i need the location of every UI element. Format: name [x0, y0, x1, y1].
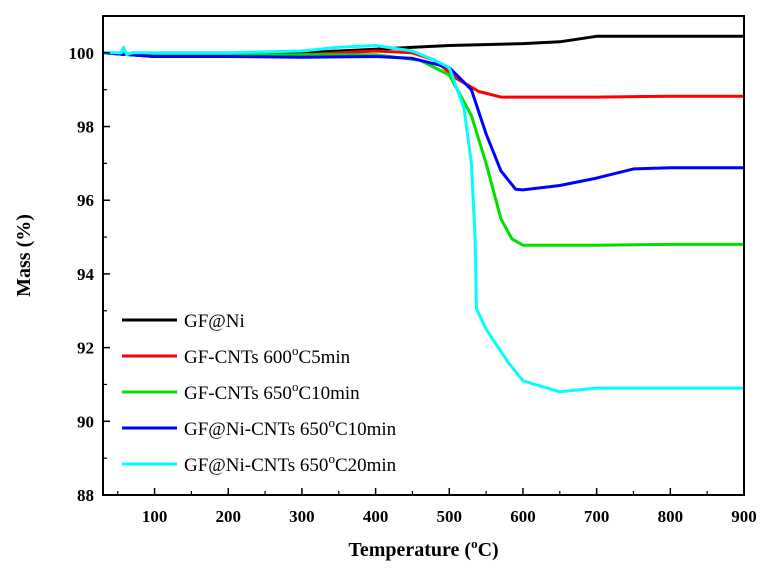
- series-layer: [102, 34, 744, 394]
- y-tick-label: 96: [77, 191, 94, 210]
- x-tick-label: 700: [584, 507, 610, 526]
- series-line-4: [102, 51, 744, 192]
- x-tick-label: 600: [510, 507, 536, 526]
- y-axis-title: Mass (%): [13, 214, 35, 297]
- plot-frame: [102, 15, 745, 496]
- x-tick-label: 300: [289, 507, 315, 526]
- x-tick-label: 400: [363, 507, 389, 526]
- y-tick-label: 88: [77, 486, 94, 505]
- x-tick-label: 200: [216, 507, 242, 526]
- x-tick-label: 500: [437, 507, 463, 526]
- series-line-5: [103, 44, 744, 394]
- x-axis-title-degree: o: [471, 536, 478, 551]
- y-tick-label: 90: [77, 412, 94, 431]
- legend-label-4: GF@Ni-CNTs 650oC10min: [184, 415, 397, 440]
- legend-label-3: GF-CNTs 650oC10min: [184, 379, 360, 404]
- legend: GF@Ni GF-CNTs 600oC5min GF-CNTs 650oC10min…: [122, 311, 397, 476]
- x-axis-title-main: Temperature (: [348, 539, 471, 561]
- legend-label-1: GF@Ni: [184, 311, 245, 332]
- series-line-3: [102, 51, 744, 247]
- x-tick-label: 100: [142, 507, 168, 526]
- tick-layer: 100 200 300 400 500 600 700 800 900 88 90 92 94 96 98 1…: [69, 44, 757, 526]
- legend-label-2: GF-CNTs 600oC5min: [184, 343, 351, 368]
- y-tick-label: 92: [77, 339, 94, 358]
- y-tick-label: 100: [69, 44, 95, 63]
- y-tick-label: 98: [77, 118, 94, 137]
- x-axis-title-unit: C): [478, 539, 499, 561]
- x-tick-label: 900: [731, 507, 757, 526]
- x-tick-label: 800: [658, 507, 684, 526]
- y-tick-label: 94: [77, 265, 95, 284]
- legend-label-5: GF@Ni-CNTs 650oC20min: [184, 451, 397, 476]
- x-axis-title: Temperature (oC): [348, 536, 498, 561]
